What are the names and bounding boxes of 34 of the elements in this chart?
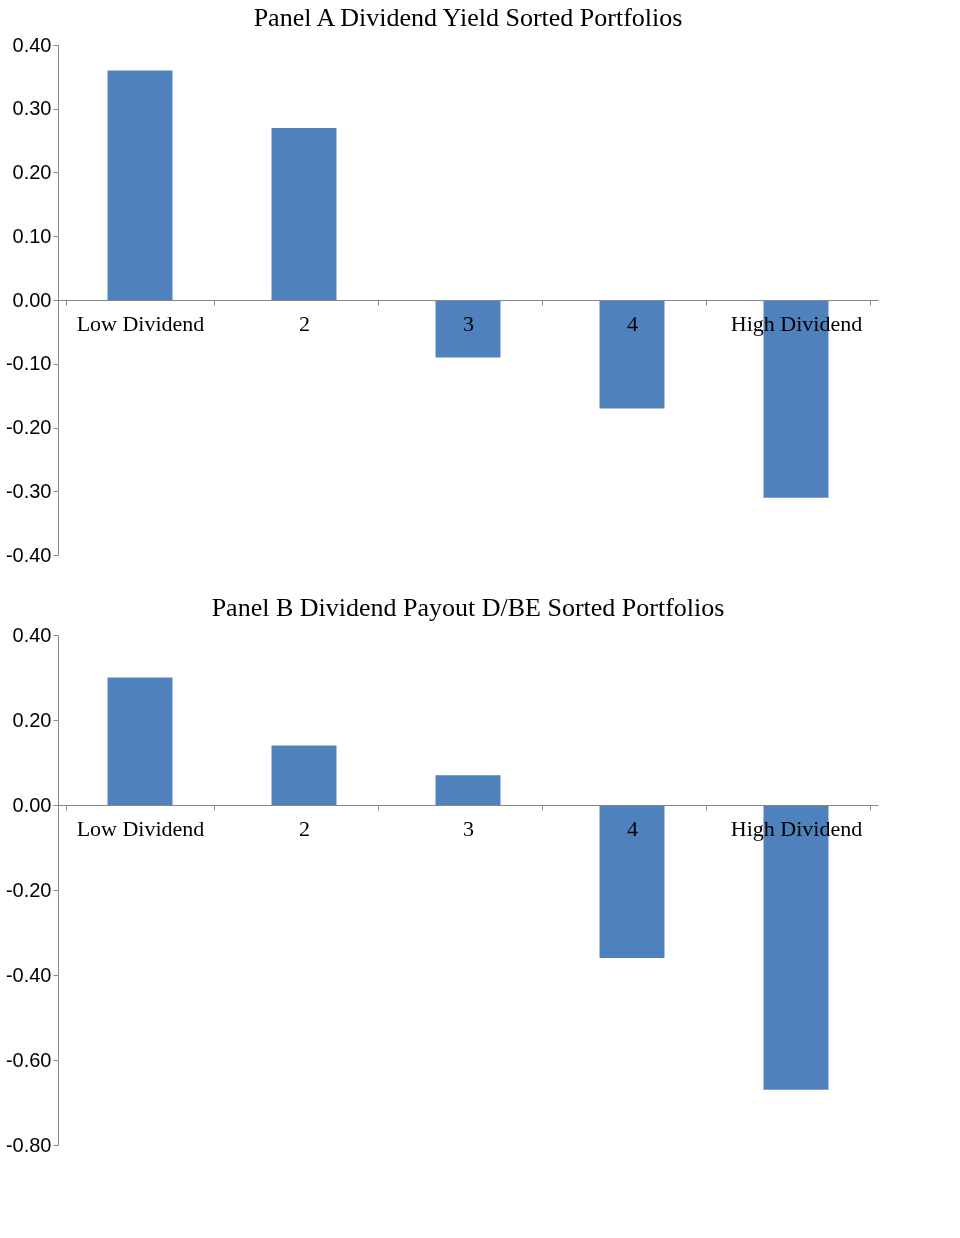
x-tick-label: 3	[463, 310, 474, 336]
y-tick-label: 0.40	[12, 33, 52, 56]
y-tick-label: 0.20	[12, 161, 52, 183]
y-tick-label: 0.30	[12, 97, 52, 120]
x-tick-label: 4	[627, 310, 638, 336]
y-tick-label: -0.20	[5, 416, 52, 438]
y-tick-label: 0.20	[12, 708, 52, 731]
bar	[271, 745, 337, 805]
y-tick-label: -0.80	[5, 1133, 52, 1156]
y-tick-label: 0.00	[12, 288, 52, 311]
x-tick-label: 2	[299, 815, 310, 841]
y-tick-label: -0.60	[5, 1048, 52, 1071]
y-tick-label: -0.40	[5, 543, 52, 566]
bar	[435, 300, 501, 358]
bar	[599, 805, 665, 958]
x-tick-label: 3	[463, 815, 474, 841]
x-tick-label: 4	[627, 815, 638, 841]
bar	[435, 775, 501, 805]
y-tick-label: 0.10	[12, 224, 52, 247]
x-tick-label: Low Dividend	[76, 815, 205, 841]
bar	[599, 300, 665, 409]
y-tick-label: -0.40	[5, 963, 52, 986]
y-tick-label: 0.40	[12, 623, 52, 646]
y-tick-label: -0.20	[5, 878, 52, 901]
y-tick-label: 0.00	[12, 793, 52, 816]
y-tick-label: -0.10	[5, 352, 52, 375]
chart-title: Panel B Dividend Payout D/BE Sorted Portfolios	[211, 593, 725, 622]
chart-title: Panel A Dividend Yield Sorted Portfolios	[253, 3, 683, 32]
bar	[107, 677, 173, 805]
bar	[107, 70, 173, 300]
x-tick-label: 2	[299, 310, 310, 336]
bar	[271, 127, 337, 300]
x-tick-label: Low Dividend	[76, 310, 205, 336]
y-tick-label: -0.30	[5, 479, 52, 502]
